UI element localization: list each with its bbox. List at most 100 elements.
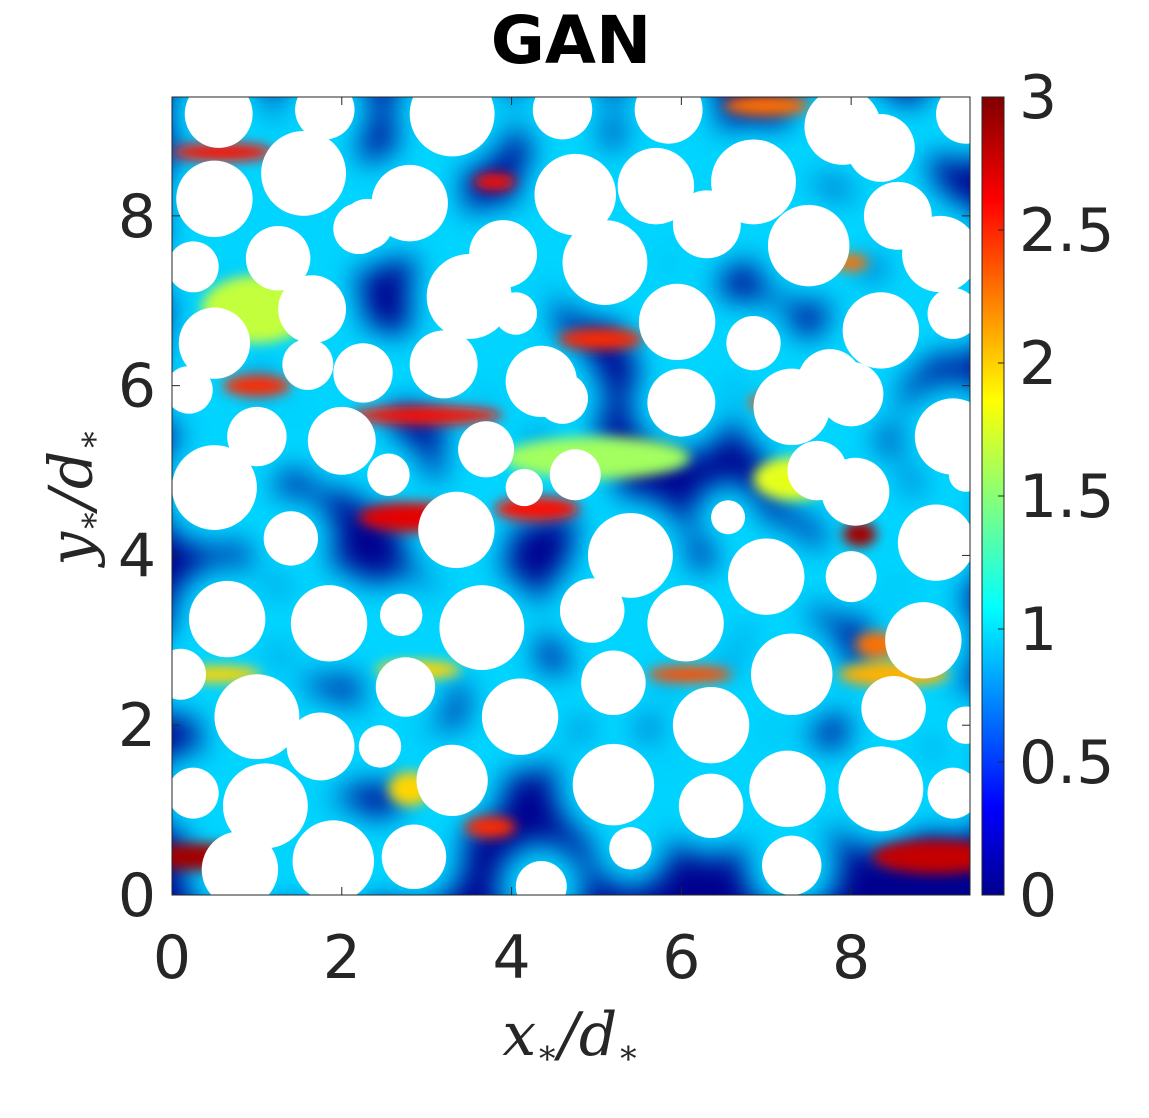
- velocity-hotspot: [842, 521, 877, 547]
- obstacle-circle: [750, 633, 833, 716]
- obstacle-circle: [947, 706, 970, 744]
- y-label-sub: ∗: [68, 509, 108, 532]
- obstacle-circle: [409, 97, 495, 157]
- x-tick-label: 4: [492, 923, 530, 993]
- obstacle-circle: [367, 453, 410, 496]
- y-label-denom: d: [36, 450, 107, 490]
- velocity-hotspot: [503, 436, 690, 480]
- velocity-hotspot: [558, 328, 644, 350]
- y-axis: 0 2 4 6 8: [118, 182, 970, 931]
- obstacle-circle: [927, 767, 970, 819]
- obstacle-circle: [825, 551, 877, 603]
- obstacle-circle: [753, 368, 830, 446]
- obstacle-circle: [581, 650, 646, 716]
- obstacles: [172, 97, 970, 895]
- obstacle-circle: [172, 241, 219, 293]
- velocity-hotspot: [464, 816, 516, 838]
- obstacle-circle: [532, 97, 593, 140]
- colorbar-tick-label: 3: [1019, 63, 1057, 133]
- chart-title: GAN: [490, 2, 652, 79]
- x-label-sub: ∗: [536, 1032, 559, 1072]
- obstacle-circle: [678, 773, 744, 839]
- obstacle-circle: [358, 725, 402, 768]
- x-tick-label: 2: [323, 923, 361, 993]
- obstacle-circle: [728, 538, 805, 615]
- obstacle-circle: [172, 445, 257, 530]
- obstacle-circle: [381, 824, 447, 890]
- obstacle-circle: [409, 330, 478, 399]
- obstacle-circle: [278, 275, 347, 344]
- obstacle-circle: [846, 113, 915, 182]
- velocity-hotspot: [222, 375, 291, 397]
- obstacle-circle: [936, 97, 970, 144]
- obstacle-circle: [537, 372, 588, 424]
- obstacle-circle: [842, 292, 920, 369]
- obstacle-circle: [861, 675, 926, 741]
- obstacle-circle: [290, 585, 368, 662]
- obstacle-circle: [914, 398, 970, 475]
- obstacle-circle: [647, 368, 716, 437]
- obstacle-circle: [838, 746, 924, 832]
- obstacle-circle: [184, 97, 253, 148]
- y-label-denom-sub: ∗: [68, 428, 108, 451]
- obstacle-circle: [227, 406, 287, 467]
- obstacle-circle: [426, 254, 512, 339]
- colorbar-tick-label: 1: [1019, 595, 1057, 665]
- obstacle-circle: [609, 827, 652, 870]
- obstacle-circle: [416, 744, 488, 817]
- obstacle-circle: [494, 292, 538, 335]
- velocity-hotspot: [172, 142, 274, 162]
- obstacle-circle: [638, 283, 716, 361]
- y-tick-label: 2: [118, 691, 156, 761]
- colorbar-tick-label: 2: [1019, 329, 1057, 399]
- y-tick-label: 6: [118, 352, 156, 422]
- obstacle-circle: [286, 712, 355, 781]
- axes-frame: [171, 96, 971, 896]
- obstacle-circle: [214, 674, 300, 760]
- y-tick-label: 0: [118, 861, 156, 931]
- obstacle-circle: [176, 160, 253, 238]
- obstacle-circle: [201, 831, 279, 895]
- obstacle-circle: [375, 657, 436, 717]
- obstacle-circle: [307, 406, 376, 475]
- obstacle-circle: [749, 750, 826, 828]
- obstacle-circle: [188, 580, 266, 658]
- obstacle-circle: [172, 767, 219, 819]
- obstacle-circle: [222, 763, 308, 849]
- obstacle-circle: [818, 361, 884, 427]
- obstacle-circle: [885, 602, 962, 679]
- obstacle-circle: [762, 835, 822, 895]
- x-label-denom: d: [578, 1000, 618, 1070]
- obstacle-circle: [333, 343, 393, 403]
- x-tick-label: 0: [153, 923, 191, 993]
- colorbar-tick-label: 0.5: [1019, 728, 1114, 798]
- obstacle-circle: [902, 215, 970, 293]
- x-label-denom-sub: ∗: [617, 1032, 640, 1072]
- x-label-var: x: [502, 1000, 537, 1070]
- obstacle-circle: [178, 307, 251, 379]
- obstacle-circle: [562, 220, 648, 305]
- obstacle-circle: [341, 198, 393, 250]
- colorbar-ticks: 0 0.5 1 1.5 2 2.5 3: [998, 63, 1114, 931]
- velocity-hotspot: [723, 97, 809, 117]
- obstacle-circle: [295, 97, 355, 140]
- colorbar-tick-label: 1.5: [1019, 462, 1114, 532]
- obstacle-circle: [767, 204, 850, 287]
- obstacle-circle: [282, 338, 334, 390]
- obstacle-circle: [458, 421, 515, 478]
- obstacle-circle: [726, 316, 781, 371]
- y-axis-label: y∗/d∗: [36, 428, 108, 566]
- flow-field-hotspots: [172, 97, 970, 874]
- obstacle-circle: [559, 578, 625, 643]
- y-tick-label: 8: [118, 182, 156, 252]
- y-tick-label: 4: [118, 521, 156, 591]
- obstacle-circle: [647, 585, 724, 662]
- y-label-var: y: [36, 531, 107, 566]
- obstacle-circle: [534, 153, 616, 236]
- velocity-hotspot: [473, 173, 516, 191]
- obstacle-circle: [572, 743, 655, 826]
- obstacle-circle: [617, 147, 695, 225]
- obstacle-circle: [634, 97, 703, 144]
